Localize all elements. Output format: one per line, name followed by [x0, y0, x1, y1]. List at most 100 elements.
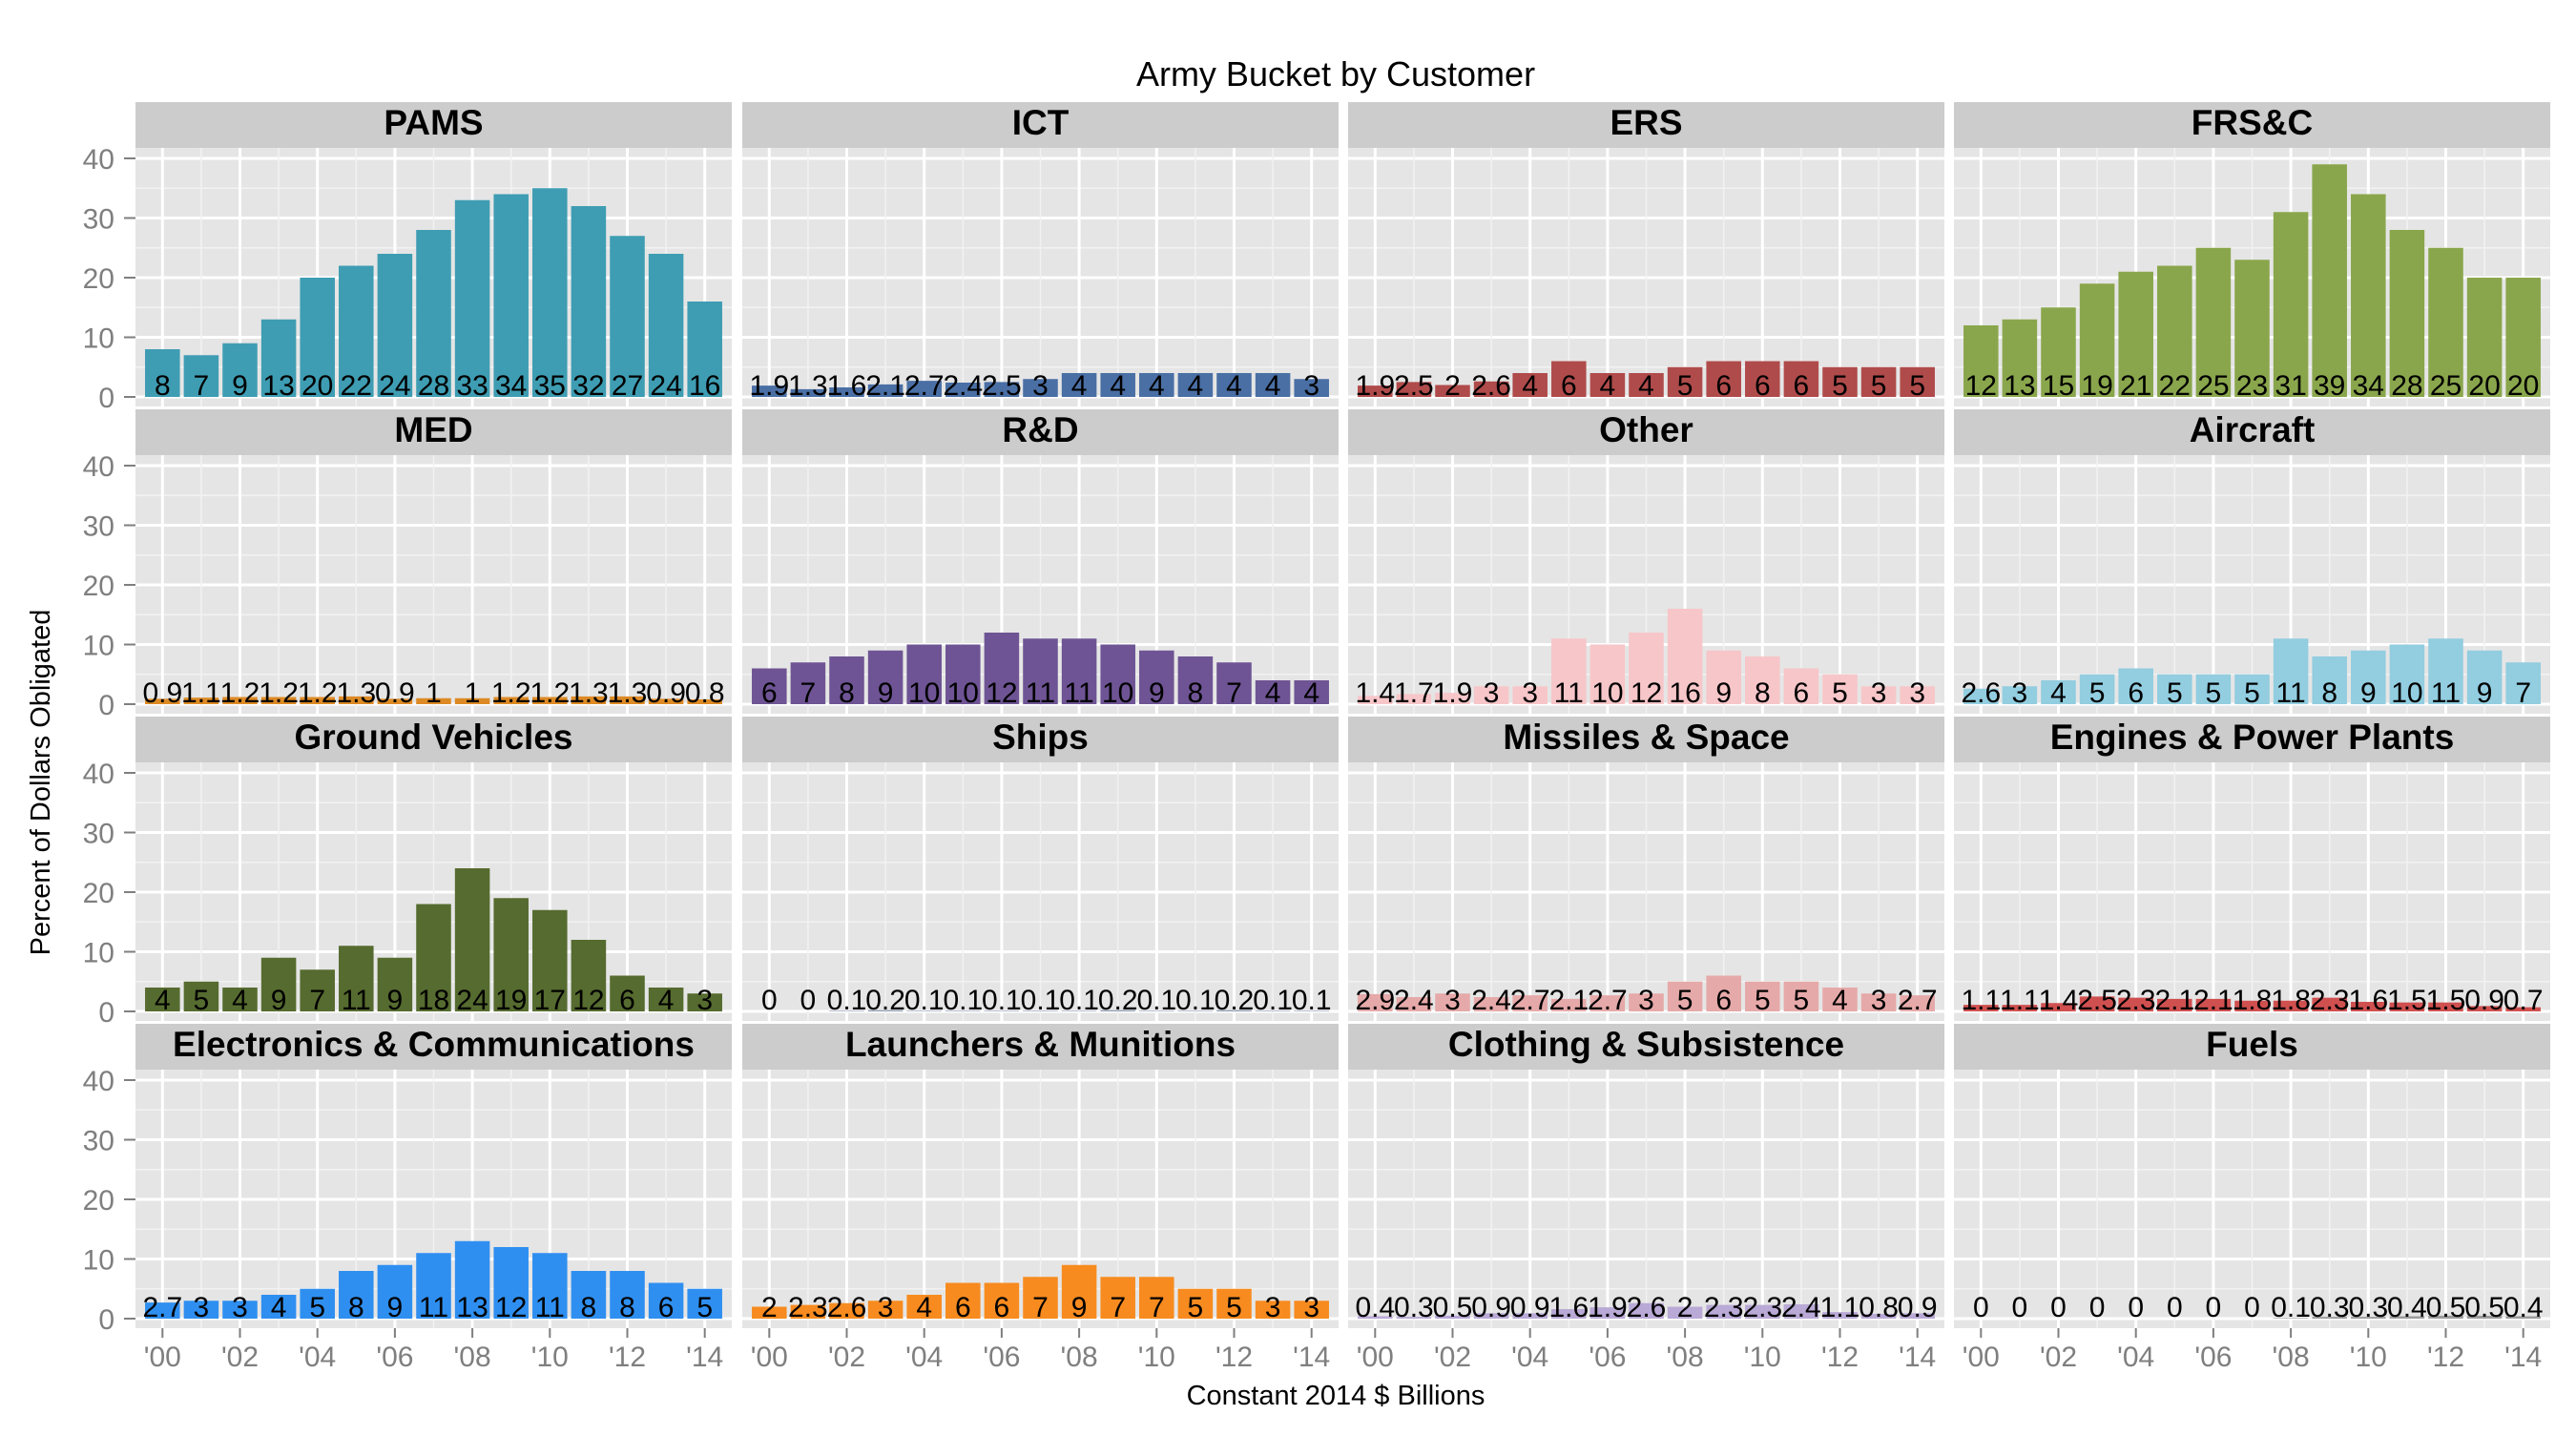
bar-electronics-and-communications-0	[145, 1302, 180, 1319]
bar-clothing-and-subsistence-13	[1860, 1314, 1897, 1319]
data-label-launchers-and-munitions-1: 2.3	[788, 1292, 828, 1323]
data-label-fuels-3: 0	[2089, 1292, 2106, 1323]
panel-strip	[1348, 1024, 1944, 1070]
bar-aircraft-3	[2079, 674, 2115, 704]
bar-med-14	[687, 699, 722, 704]
y-tick-label: 0	[98, 690, 114, 721]
bar-frsandc-0	[1963, 325, 1999, 397]
data-label-aircraft-6: 5	[2206, 677, 2222, 709]
bar-missiles-and-space-0	[1358, 993, 1393, 1011]
data-label-other-2: 1.9	[1433, 677, 1473, 709]
bar-ict-12	[1216, 373, 1252, 397]
data-label-launchers-and-munitions-3: 3	[878, 1292, 894, 1323]
data-label-randd-12: 7	[1226, 677, 1242, 709]
bar-ground-vehicles-10	[532, 909, 568, 1011]
bar-ers-3	[1473, 381, 1509, 397]
bar-fuels-10	[2351, 1317, 2386, 1319]
data-label-missiles-and-space-9: 6	[1715, 985, 1732, 1016]
bar-frsandc-3	[2079, 283, 2115, 397]
data-label-randd-11: 8	[1188, 677, 1204, 709]
bar-ers-9	[1706, 361, 1741, 397]
data-label-pams-3: 13	[262, 370, 294, 402]
data-label-frsandc-9: 39	[2314, 370, 2345, 402]
data-label-frsandc-3: 19	[2081, 370, 2112, 402]
data-label-frsandc-11: 28	[2391, 370, 2422, 402]
data-label-ground-vehicles-7: 18	[418, 985, 449, 1016]
bar-ships-14	[1294, 1010, 1329, 1011]
x-tick-label: '08	[2273, 1342, 2310, 1373]
data-label-launchers-and-munitions-11: 5	[1188, 1292, 1204, 1323]
bar-ict-7	[1023, 379, 1058, 397]
data-label-engines-and-power-plants-11: 1.5	[2387, 985, 2427, 1016]
data-label-engines-and-power-plants-9: 2.3	[2310, 985, 2350, 1016]
bar-electronics-and-communications-5	[339, 1271, 374, 1319]
bar-clothing-and-subsistence-6	[1589, 1307, 1626, 1319]
data-label-fuels-9: 0.3	[2310, 1292, 2350, 1323]
bar-engines-and-power-plants-14	[2505, 1007, 2541, 1011]
bar-med-6	[377, 698, 413, 704]
data-label-fuels-13: 0.5	[2464, 1292, 2504, 1323]
panel-frsandc: FRS&C12 13 15 19 21 22 25 23 31 39 34 28 25 20 20	[1954, 102, 2550, 406]
panel-title: Launchers & Munitions	[845, 1025, 1236, 1064]
data-label-other-14: 3	[1909, 677, 1925, 709]
data-label-engines-and-power-plants-7: 1.8	[2233, 985, 2273, 1016]
data-label-ers-12: 5	[1832, 370, 1848, 402]
x-tick-label: '14	[1899, 1342, 1936, 1373]
bar-pams-6	[377, 254, 413, 397]
data-label-frsandc-0: 12	[1965, 370, 1997, 402]
data-label-missiles-and-space-6: 2.7	[1588, 985, 1628, 1016]
data-label-other-4: 3	[1522, 677, 1538, 709]
bar-other-14	[1900, 686, 1935, 704]
bar-ground-vehicles-2	[222, 988, 258, 1011]
y-tick-label: 10	[83, 631, 114, 662]
bar-med-7	[416, 697, 451, 704]
x-tick-label: '00	[144, 1342, 181, 1373]
bar-ships-8	[1061, 1010, 1097, 1011]
bar-ships-10	[1139, 1010, 1174, 1011]
data-label-ict-14: 3	[1303, 370, 1319, 402]
data-label-ground-vehicles-11: 12	[572, 985, 604, 1016]
data-label-frsandc-6: 25	[2197, 370, 2229, 402]
bar-launchers-and-munitions-12	[1216, 1288, 1252, 1319]
bar-aircraft-5	[2157, 674, 2192, 704]
bar-frsandc-9	[2312, 164, 2347, 397]
bar-other-8	[1667, 609, 1703, 704]
data-label-ers-9: 6	[1715, 370, 1732, 402]
data-label-randd-3: 9	[878, 677, 894, 709]
bar-electronics-and-communications-3	[260, 1295, 297, 1319]
data-label-ers-11: 6	[1794, 370, 1810, 402]
bar-pams-2	[222, 343, 258, 397]
data-label-ers-2: 2	[1444, 370, 1461, 402]
data-label-ground-vehicles-0: 4	[155, 985, 171, 1016]
bar-electronics-and-communications-10	[532, 1253, 568, 1319]
data-label-missiles-and-space-14: 2.7	[1898, 985, 1938, 1016]
y-tick-label: 10	[83, 323, 114, 355]
bar-other-12	[1822, 674, 1858, 704]
panel-strip	[742, 717, 1339, 762]
bar-ict-3	[867, 384, 904, 397]
bar-missiles-and-space-1	[1396, 997, 1432, 1011]
data-label-ships-5: 0.1	[943, 985, 983, 1016]
bar-med-10	[532, 697, 568, 704]
bar-electronics-and-communications-8	[454, 1240, 490, 1319]
bar-launchers-and-munitions-8	[1061, 1264, 1097, 1319]
panel-strip	[1954, 717, 2550, 762]
bar-pams-14	[687, 302, 722, 397]
data-label-electronics-and-communications-8: 13	[456, 1292, 488, 1323]
data-label-other-6: 10	[1591, 677, 1623, 709]
panel-title: Electronics & Communications	[173, 1025, 695, 1064]
data-label-fuels-6: 0	[2206, 1292, 2222, 1323]
bar-electronics-and-communications-12	[610, 1271, 645, 1319]
data-label-ground-vehicles-1: 5	[194, 985, 210, 1016]
data-label-engines-and-power-plants-8: 1.8	[2271, 985, 2311, 1016]
data-label-electronics-and-communications-12: 8	[619, 1292, 635, 1323]
y-tick-label: 10	[83, 1245, 114, 1277]
bar-aircraft-6	[2195, 674, 2232, 704]
bar-missiles-and-space-4	[1512, 995, 1548, 1011]
